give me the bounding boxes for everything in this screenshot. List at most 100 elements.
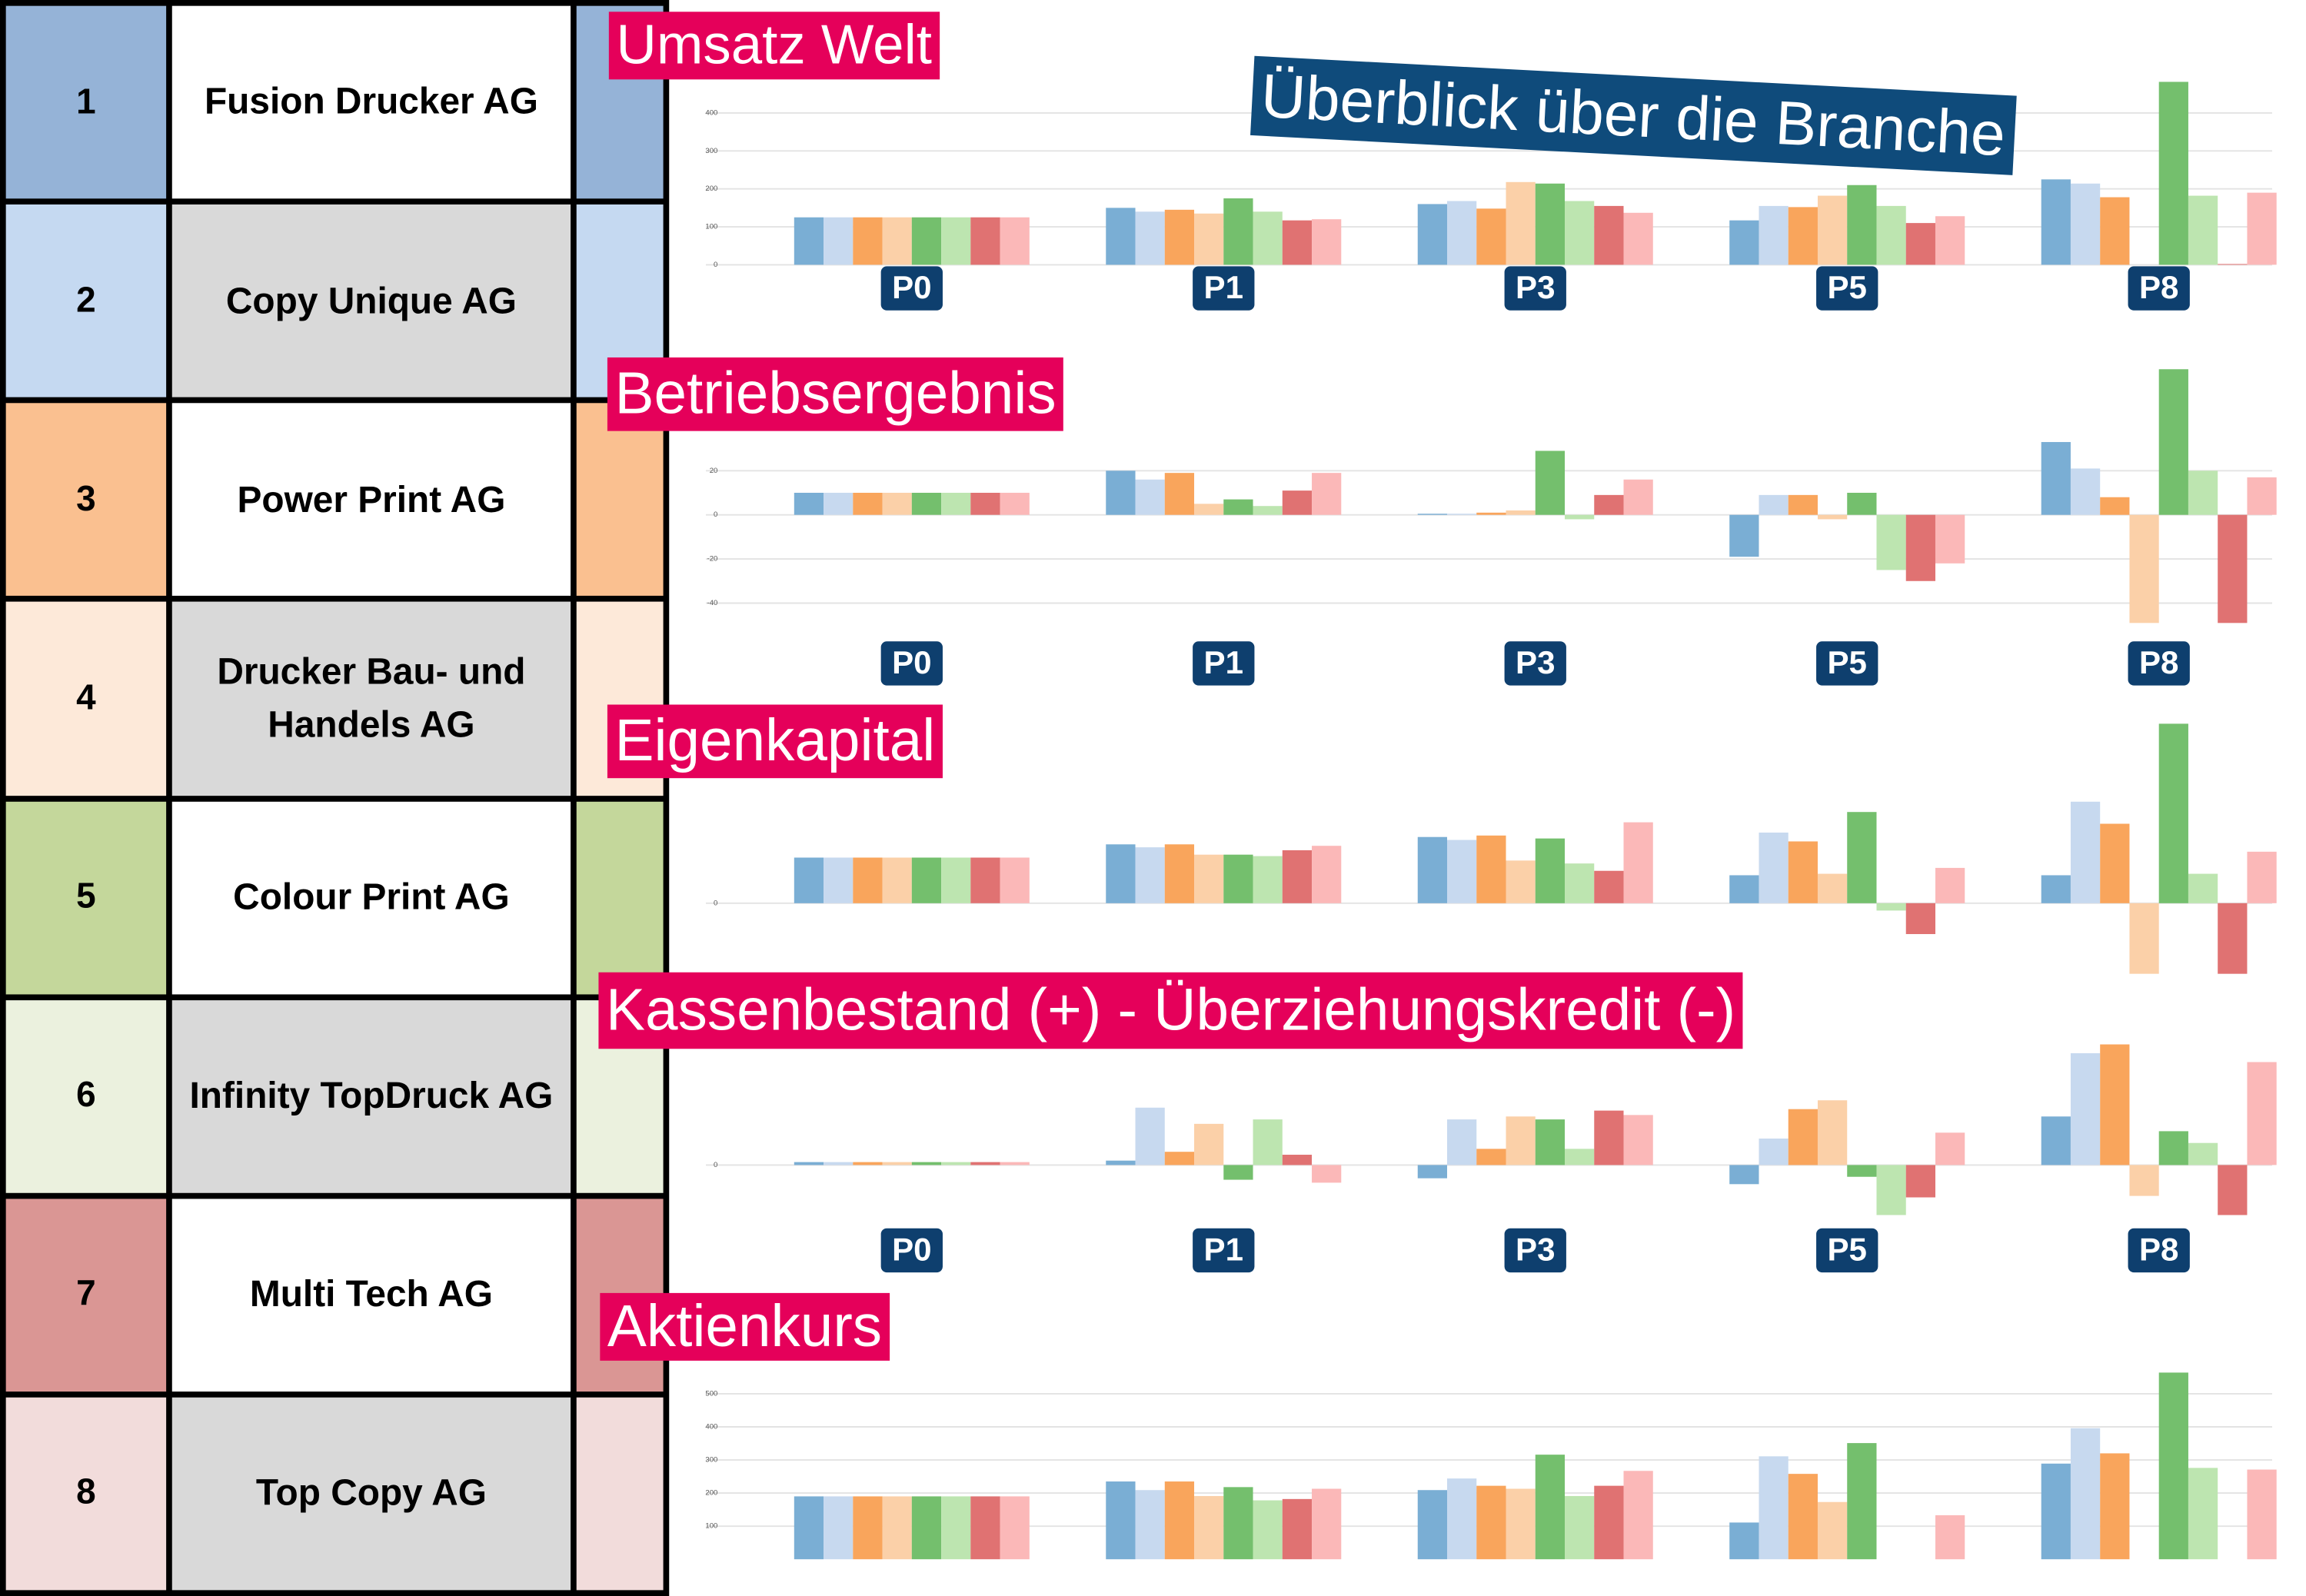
bar [794,217,824,265]
rank-cell: 7 [5,1198,167,1392]
bar [1905,223,1935,265]
y-tick-label: 400 [705,108,717,117]
x-tick-label: P0 [892,269,931,305]
bar [2158,723,2188,903]
y-tick-label: 20 [710,467,718,475]
bar [882,492,912,515]
bar [1847,492,1877,515]
bar [2247,1469,2277,1560]
bar [2129,1165,2159,1196]
bar [1935,867,1965,903]
bar [1164,1152,1195,1165]
y-tick-label: 200 [705,1489,717,1498]
bar [1623,1115,1653,1165]
bar [2188,470,2218,515]
bar [1759,1456,1789,1560]
bar [1876,1165,1906,1215]
bar [1729,514,1759,557]
category-badge [880,1228,943,1273]
bar [1506,1488,1536,1560]
bar [1282,490,1313,515]
bar [1817,195,1848,265]
bar [1729,220,1759,265]
bar [911,217,942,265]
y-tick-label: -20 [707,555,718,564]
bar [1446,1119,1477,1165]
bar [1905,514,1935,581]
bar [1194,1495,1224,1560]
bar [911,857,942,903]
bar [1506,181,1536,265]
bar [1506,1116,1536,1165]
bar [824,857,854,903]
bar [1788,207,1818,265]
bar [1876,205,1906,265]
bar [1565,1149,1595,1165]
x-tick-label: P5 [1827,269,1866,305]
bar [1594,1110,1624,1165]
bar [2218,1165,2248,1215]
bar [1476,1485,1506,1560]
bar [2041,441,2071,515]
bar [882,857,912,903]
x-tick-label: P3 [1516,644,1555,680]
bar [1535,1455,1566,1560]
bar [1623,479,1653,515]
bar [794,857,824,903]
rank-cell: 5 [5,800,167,994]
bar [1535,183,1566,265]
bar [1847,1443,1877,1560]
bar [1000,1496,1030,1560]
bar [1535,1119,1566,1165]
bar [1876,514,1906,570]
bar [2247,192,2277,265]
category-badge [1816,266,1878,311]
bar [1788,494,1818,515]
bar [1935,1515,1965,1560]
bar [1164,1481,1195,1560]
bar [1000,492,1030,515]
company-name: Copy Unique AG [171,204,571,398]
bar [1565,863,1595,903]
bar [1788,841,1818,903]
bar [794,1496,824,1560]
bar [1253,1500,1283,1560]
bar [911,1496,942,1560]
bar [1253,506,1283,515]
bar [1935,1132,1965,1165]
bar [1253,211,1283,265]
bar [1135,211,1165,265]
bar [970,857,1000,903]
bar [2070,468,2101,515]
bar [1106,470,1136,515]
bar [2247,477,2277,515]
chart-title: Kassenbestand (+) - Überziehungskredit (… [598,972,1743,1049]
bar [941,492,971,515]
bar [2218,903,2248,974]
bar [1565,201,1595,265]
bar [1106,844,1136,903]
color-swatch [576,800,664,994]
bar [1623,822,1653,903]
bar [1788,1474,1818,1560]
bar [1223,1165,1253,1180]
category-badge [1816,1228,1878,1273]
bar [1223,499,1253,515]
y-tick-label: 0 [714,1161,717,1169]
bar [941,217,971,265]
y-tick-label: 100 [705,1522,717,1531]
category-badge [1193,1228,1255,1273]
company-name: Multi Tech AG [171,1198,571,1392]
bar [1417,204,1447,265]
bar [2070,801,2101,903]
bar [2188,1468,2218,1560]
bar [882,1496,912,1560]
y-tick-label: 500 [705,1389,717,1398]
bar [1935,216,1965,265]
bar [1446,1478,1477,1560]
x-tick-label: P3 [1516,1231,1555,1267]
bar [1312,219,1342,265]
category-badge [880,641,943,686]
